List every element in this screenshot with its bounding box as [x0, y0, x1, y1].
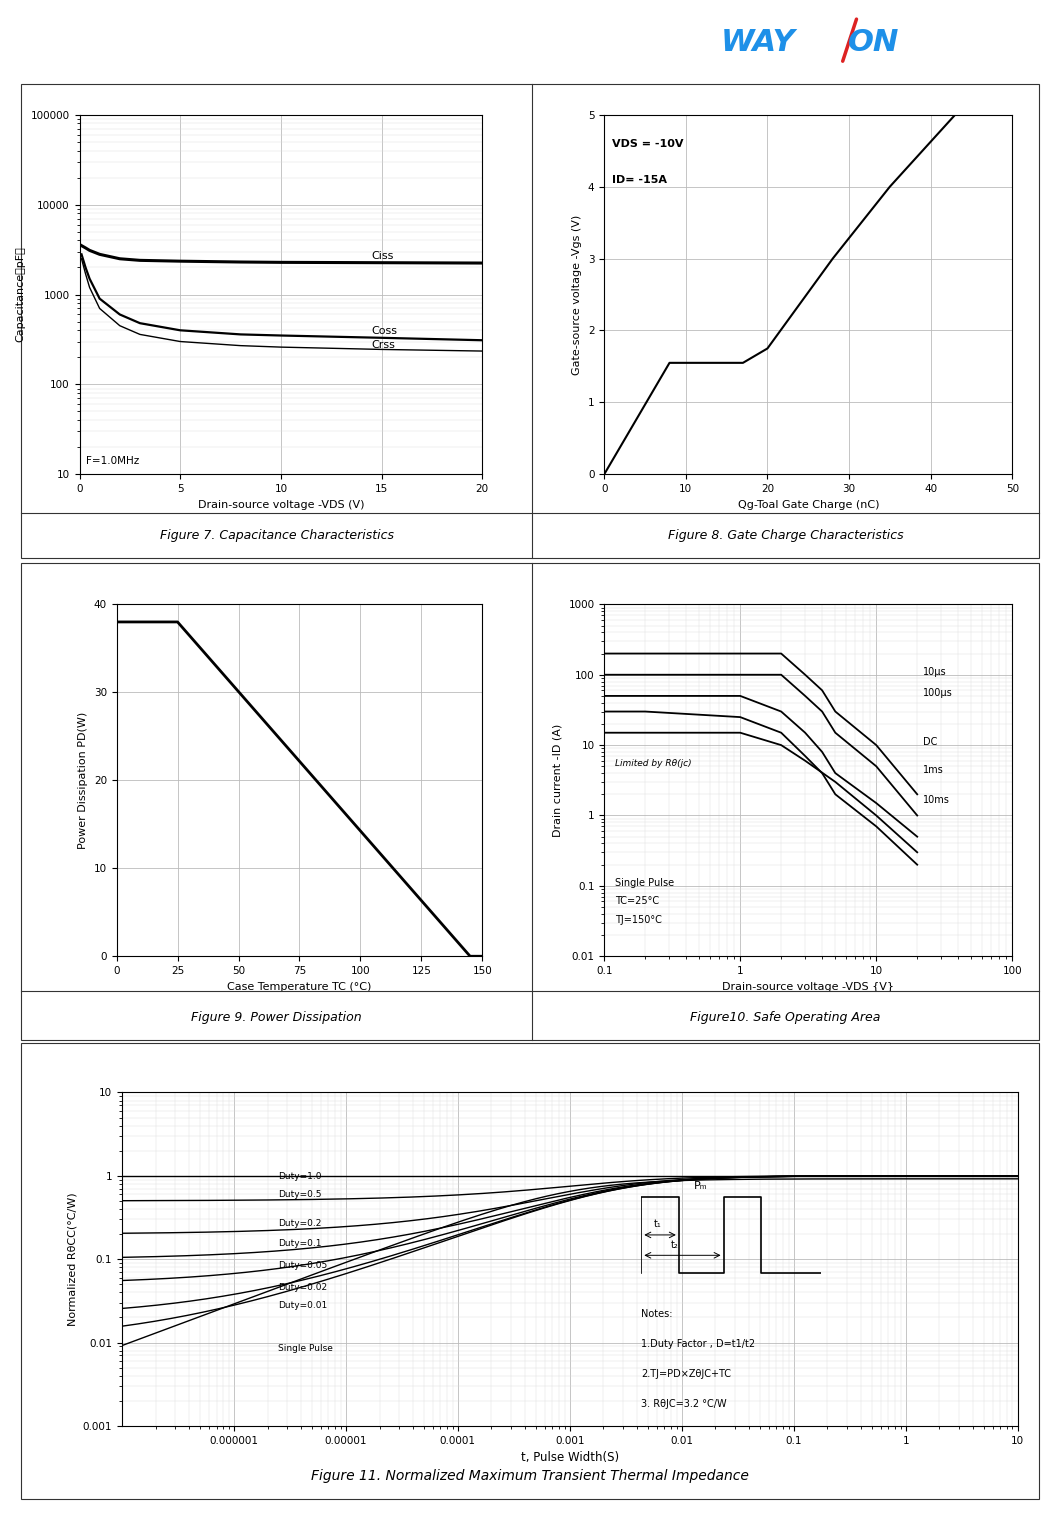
- Text: Crss: Crss: [372, 340, 395, 350]
- Text: F=1.0MHz: F=1.0MHz: [86, 456, 139, 467]
- Text: Figure 8. Gate Charge Characteristics: Figure 8. Gate Charge Characteristics: [668, 529, 903, 542]
- Text: Coss: Coss: [372, 326, 398, 337]
- Text: Single Pulse: Single Pulse: [615, 878, 674, 887]
- X-axis label: Drain-source voltage -VDS {V}: Drain-source voltage -VDS {V}: [722, 982, 895, 991]
- Text: 1ms: 1ms: [923, 765, 943, 776]
- Text: Duty=0.02: Duty=0.02: [279, 1282, 328, 1291]
- Text: 100μs: 100μs: [923, 688, 953, 698]
- X-axis label: t, Pulse Width(S): t, Pulse Width(S): [520, 1452, 619, 1464]
- Y-axis label: Power Dissipation PD(W): Power Dissipation PD(W): [78, 711, 88, 849]
- Text: Ciss: Ciss: [372, 251, 394, 260]
- Text: Duty=0.1: Duty=0.1: [279, 1239, 322, 1248]
- Text: WMQ55P02T1: WMQ55P02T1: [16, 34, 125, 50]
- Text: Figure 9. Power Dissipation: Figure 9. Power Dissipation: [192, 1011, 361, 1024]
- Y-axis label: Drain current -ID (A): Drain current -ID (A): [553, 724, 563, 837]
- Text: Duty=0.5: Duty=0.5: [279, 1190, 322, 1200]
- Text: Single Pulse: Single Pulse: [279, 1343, 333, 1353]
- Text: DC: DC: [923, 737, 937, 747]
- X-axis label: Drain-source voltage -VDS (V): Drain-source voltage -VDS (V): [197, 500, 365, 509]
- Y-axis label: Capacitance（pF）: Capacitance（pF）: [15, 246, 25, 343]
- Text: Duty=0.01: Duty=0.01: [279, 1300, 328, 1310]
- Text: Duty=0.05: Duty=0.05: [279, 1261, 328, 1270]
- Text: WAY: WAY: [721, 28, 796, 57]
- Text: 10ms: 10ms: [923, 796, 950, 805]
- Text: ON: ON: [848, 28, 899, 57]
- Text: TJ=150°C: TJ=150°C: [615, 915, 661, 924]
- Text: Duty=0.2: Duty=0.2: [279, 1219, 322, 1227]
- Text: ID= -15A: ID= -15A: [613, 174, 668, 185]
- Text: Figure10. Safe Operating Area: Figure10. Safe Operating Area: [690, 1011, 881, 1024]
- Text: Figure 11. Normalized Maximum Transient Thermal Impedance: Figure 11. Normalized Maximum Transient …: [311, 1469, 749, 1484]
- X-axis label: Qg-Toal Gate Charge (nC): Qg-Toal Gate Charge (nC): [738, 500, 879, 509]
- Text: VDS = -10V: VDS = -10V: [613, 139, 684, 148]
- Y-axis label: Normalized RθCC(°C/W): Normalized RθCC(°C/W): [67, 1192, 77, 1327]
- Y-axis label: Gate-source voltage -Vgs (V): Gate-source voltage -Vgs (V): [572, 214, 582, 375]
- X-axis label: Case Temperature TC (°C): Case Temperature TC (°C): [227, 982, 372, 991]
- Text: Limited by Rθ(jc): Limited by Rθ(jc): [615, 759, 691, 768]
- Text: 10μs: 10μs: [923, 667, 947, 676]
- Text: Figure 7. Capacitance Characteristics: Figure 7. Capacitance Characteristics: [160, 529, 393, 542]
- Text: TC=25°C: TC=25°C: [615, 897, 659, 906]
- Text: Duty=1.0: Duty=1.0: [279, 1172, 322, 1181]
